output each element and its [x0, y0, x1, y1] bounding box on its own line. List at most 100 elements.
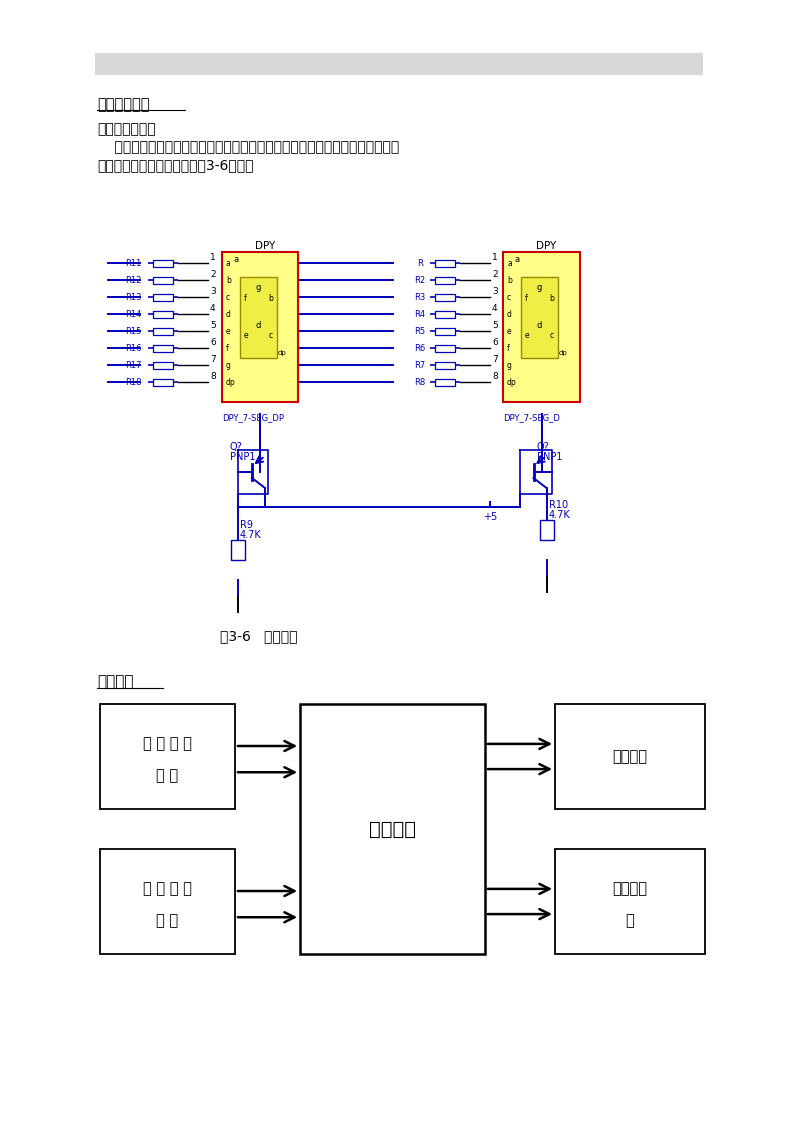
- Text: d: d: [226, 310, 231, 319]
- Text: 显示模块: 显示模块: [612, 749, 648, 764]
- Text: 液晶显示模块: 液晶显示模块: [97, 96, 150, 112]
- Text: R10: R10: [549, 500, 568, 511]
- Text: 2: 2: [492, 270, 498, 279]
- Text: Q?: Q?: [537, 442, 550, 452]
- Text: 数码管显示电路的设计是采用双向共阳极串行接口电路，用来显示加热档位，: 数码管显示电路的设计是采用双向共阳极串行接口电路，用来显示加热档位，: [97, 140, 399, 154]
- Text: g: g: [507, 360, 511, 369]
- Text: R16: R16: [125, 343, 141, 352]
- Bar: [100, 703, 235, 809]
- Text: dp: dp: [226, 377, 236, 386]
- Text: b: b: [549, 294, 554, 303]
- Bar: [300, 703, 485, 954]
- Bar: [521, 277, 558, 358]
- Text: DPY: DPY: [536, 241, 557, 251]
- Bar: [555, 703, 705, 809]
- Bar: [95, 53, 703, 75]
- Text: 控制模块: 控制模块: [369, 819, 416, 838]
- Text: e: e: [226, 327, 231, 335]
- Text: 7: 7: [210, 355, 216, 364]
- Text: 8: 8: [210, 373, 216, 381]
- Text: c: c: [550, 331, 554, 340]
- Text: DPY_7-SEG_D: DPY_7-SEG_D: [503, 413, 560, 422]
- Text: d: d: [507, 310, 511, 319]
- Text: 3: 3: [492, 287, 498, 296]
- Text: 温 度 采 集: 温 度 采 集: [143, 882, 192, 896]
- Text: a: a: [515, 255, 519, 264]
- Bar: [435, 344, 455, 351]
- Bar: [153, 276, 173, 284]
- Bar: [539, 519, 554, 540]
- Text: 3: 3: [210, 287, 216, 296]
- Text: R8: R8: [415, 377, 426, 386]
- Text: R17: R17: [125, 360, 141, 369]
- Text: 4.7K: 4.7K: [240, 530, 262, 540]
- Text: 直观性更强。它的电路图如图3-6所示：: 直观性更强。它的电路图如图3-6所示：: [97, 158, 254, 172]
- Bar: [503, 252, 580, 402]
- Text: 1: 1: [492, 252, 498, 263]
- Text: 2: 2: [210, 270, 216, 279]
- Text: dp: dp: [278, 350, 287, 356]
- Text: R11: R11: [125, 258, 141, 267]
- Text: b: b: [268, 294, 273, 303]
- Text: b: b: [507, 276, 511, 285]
- Text: 4: 4: [492, 304, 498, 313]
- Bar: [153, 259, 173, 267]
- Text: 4: 4: [210, 304, 216, 313]
- Text: dp: dp: [507, 377, 517, 386]
- Bar: [153, 294, 173, 301]
- Text: a: a: [233, 255, 239, 264]
- Text: a: a: [507, 258, 511, 267]
- Text: R3: R3: [415, 293, 426, 302]
- Text: 6: 6: [492, 338, 498, 347]
- Text: +5: +5: [483, 512, 497, 522]
- Text: g: g: [256, 283, 261, 292]
- Text: DPY: DPY: [255, 241, 275, 251]
- Bar: [153, 378, 173, 386]
- Text: e: e: [507, 327, 511, 335]
- Text: R18: R18: [125, 377, 141, 386]
- Bar: [435, 361, 455, 368]
- Text: DPY_7-SEG_DP: DPY_7-SEG_DP: [222, 413, 284, 422]
- Bar: [153, 328, 173, 334]
- Text: R4: R4: [415, 310, 426, 319]
- Text: a: a: [226, 258, 231, 267]
- Text: 块: 块: [626, 913, 634, 928]
- Text: 6: 6: [210, 338, 216, 347]
- Text: 模 块: 模 块: [156, 913, 178, 928]
- Text: 控制模块: 控制模块: [97, 674, 133, 689]
- Text: R9: R9: [240, 519, 253, 530]
- Bar: [100, 849, 235, 954]
- Text: f: f: [244, 294, 247, 303]
- Bar: [153, 361, 173, 368]
- Bar: [231, 540, 245, 560]
- Bar: [435, 328, 455, 334]
- Bar: [435, 259, 455, 267]
- Text: R2: R2: [415, 276, 426, 285]
- Text: g: g: [226, 360, 231, 369]
- Text: e: e: [244, 331, 249, 340]
- Text: f: f: [226, 343, 228, 352]
- Text: f: f: [507, 343, 510, 352]
- Bar: [435, 378, 455, 386]
- Bar: [435, 311, 455, 318]
- Text: R7: R7: [415, 360, 426, 369]
- Text: R14: R14: [125, 310, 141, 319]
- Text: d: d: [256, 321, 261, 330]
- Bar: [222, 252, 298, 402]
- Text: R12: R12: [125, 276, 141, 285]
- Bar: [435, 294, 455, 301]
- Text: PNP1: PNP1: [537, 452, 562, 462]
- Bar: [435, 276, 455, 284]
- Text: 水 位 采 集: 水 位 采 集: [143, 736, 192, 752]
- Text: Q?: Q?: [230, 442, 243, 452]
- Text: c: c: [226, 293, 230, 302]
- Text: 5: 5: [492, 321, 498, 330]
- Text: 7: 7: [492, 355, 498, 364]
- Text: R5: R5: [415, 327, 426, 335]
- Text: g: g: [537, 283, 542, 292]
- Text: R: R: [417, 258, 423, 267]
- Bar: [555, 849, 705, 954]
- Text: e: e: [525, 331, 530, 340]
- Text: 8: 8: [492, 373, 498, 381]
- Text: R13: R13: [125, 293, 141, 302]
